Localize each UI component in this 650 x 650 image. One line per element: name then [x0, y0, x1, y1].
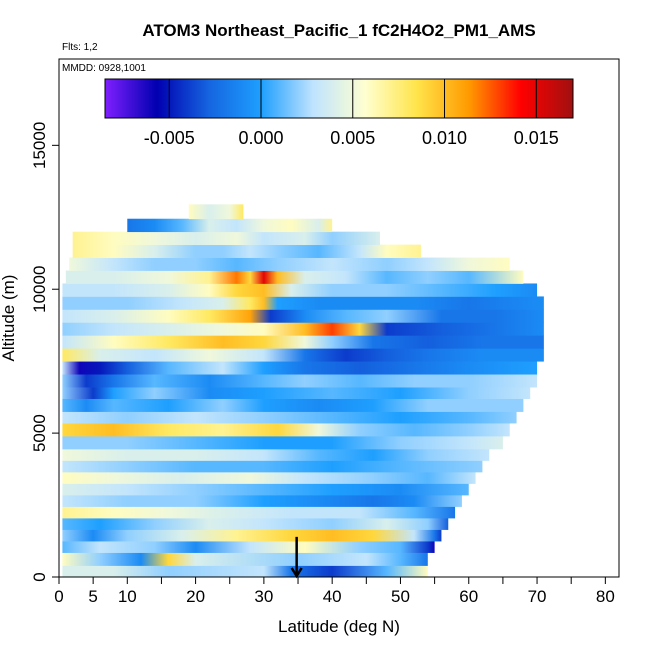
- heatmap-band: [62, 335, 544, 349]
- colorbar-gradient: [104, 78, 574, 119]
- y-tick-label: 10000: [30, 266, 49, 313]
- heatmap-band: [62, 423, 510, 437]
- heatmap-band: [62, 565, 428, 577]
- x-axis: 0 5 10 20 30 40 50 60 70 80: [54, 577, 615, 606]
- heatmap-band: [62, 387, 531, 399]
- heatmap-band: [62, 411, 517, 424]
- heatmap-band: [62, 309, 544, 323]
- colorbar-tick-label: 0.005: [330, 128, 375, 148]
- x-tick-label: 60: [459, 587, 478, 606]
- x-tick-label: 50: [391, 587, 410, 606]
- x-tick-label: 80: [596, 587, 615, 606]
- heatmap-band: [65, 270, 524, 284]
- heatmap-band: [62, 552, 428, 566]
- flights-label: Flts: 1,2: [62, 42, 98, 53]
- heatmap-band: [62, 460, 483, 473]
- heatmap-band: [62, 348, 544, 362]
- colorbar: -0.005 0.000 0.005 0.010 0.015: [104, 78, 574, 148]
- heatmap-band: [72, 244, 421, 258]
- chart-title: ATOM3 Northeast_Pacific_1 fC2H4O2_PM1_AM…: [142, 21, 535, 40]
- plot-frame: [58, 58, 620, 578]
- arrow-head: [290, 567, 303, 579]
- heatmap-band: [62, 494, 462, 507]
- y-tick-label: 5000: [30, 414, 49, 452]
- heatmap-band: [62, 541, 435, 553]
- heatmap-bands: [62, 204, 544, 577]
- heatmap-band: [62, 296, 544, 310]
- heatmap-band: [62, 398, 524, 412]
- y-axis: 0 5000 10000 15000: [30, 122, 59, 582]
- x-tick-label: 20: [186, 587, 205, 606]
- heatmap-band: [62, 506, 456, 519]
- heatmap-band: [72, 231, 380, 246]
- x-tick-label: 5: [88, 587, 97, 606]
- heatmap-band: [62, 361, 538, 375]
- heatmap-band: [62, 483, 469, 496]
- heatmap-band: [62, 374, 538, 388]
- x-tick-label: 30: [254, 587, 273, 606]
- y-tick-label: 15000: [30, 122, 49, 169]
- heatmap-band: [69, 257, 510, 271]
- x-axis-label: Latitude (deg N): [278, 617, 400, 636]
- heatmap-band: [62, 435, 503, 450]
- colorbar-tick-label: 0.015: [514, 128, 559, 148]
- colorbar-tick-label: 0.010: [422, 128, 467, 148]
- x-tick-label: 10: [118, 587, 137, 606]
- colorbar-tick-label: 0.000: [238, 128, 283, 148]
- heatmap-band: [62, 529, 442, 542]
- heatmap-band: [62, 471, 476, 484]
- heatmap-band: [62, 448, 490, 461]
- x-tick-label: 40: [323, 587, 342, 606]
- heatmap-band: [62, 283, 538, 297]
- heatmap-band: [188, 204, 244, 220]
- heatmap-band: [127, 218, 333, 233]
- heatmap-band: [62, 322, 544, 336]
- colorbar-tick-label: -0.005: [144, 128, 195, 148]
- date-label: MMDD: 0928,1001: [62, 63, 146, 74]
- latitude-marker-arrow: [290, 536, 303, 579]
- x-tick-label: 70: [528, 587, 547, 606]
- y-tick-label: 0: [30, 572, 49, 581]
- x-tick-label: 0: [54, 587, 63, 606]
- heatmap-band: [62, 518, 449, 530]
- y-axis-label: Altitude (m): [0, 275, 18, 362]
